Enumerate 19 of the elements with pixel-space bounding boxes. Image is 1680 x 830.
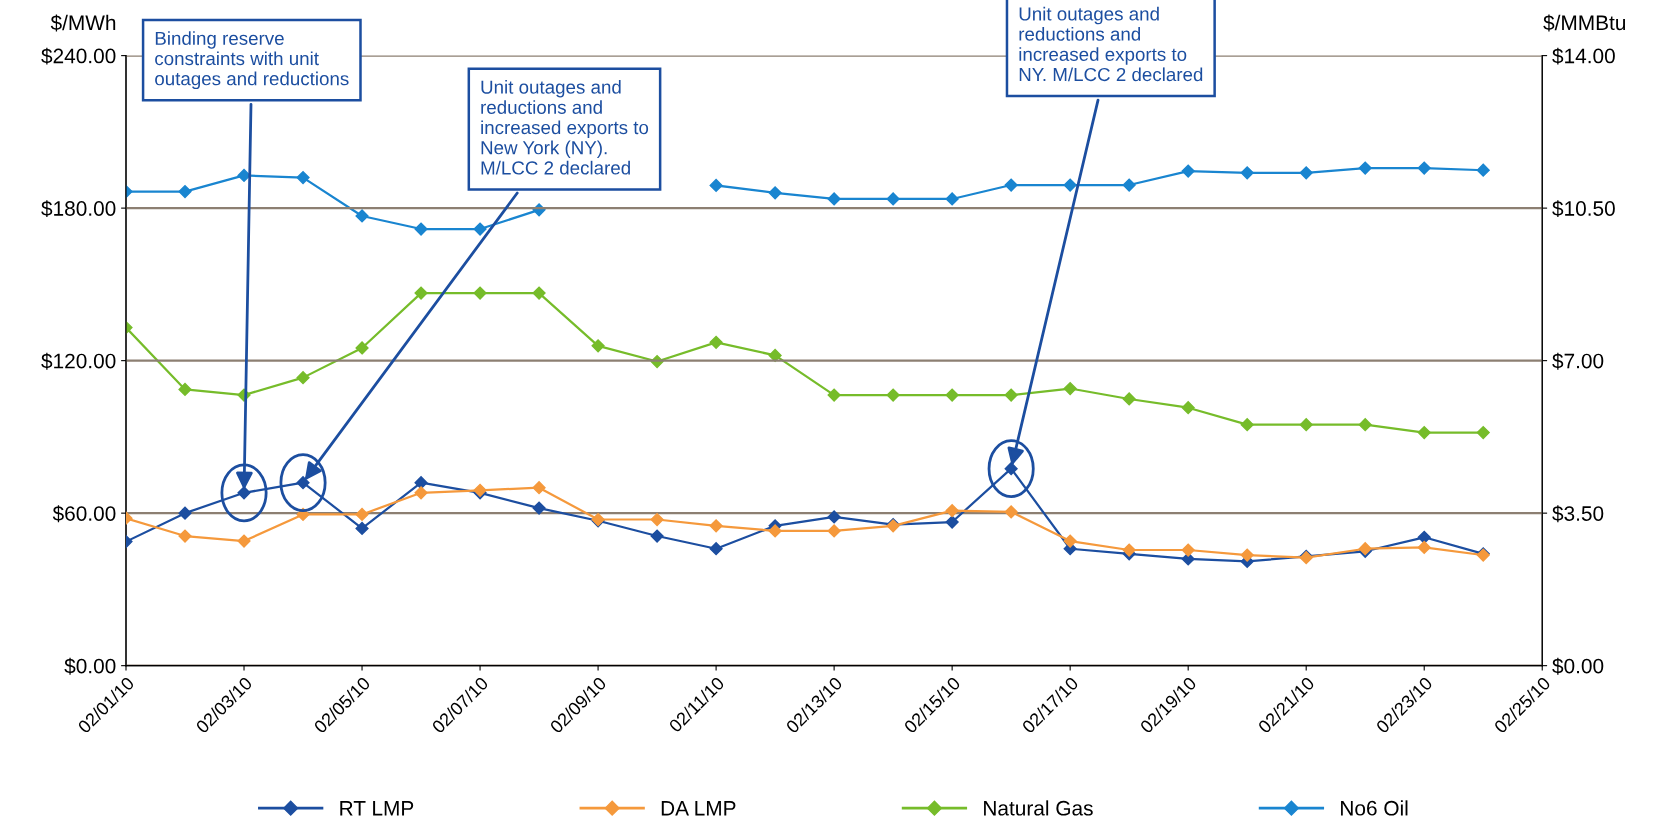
- y-tick-label: $120.00: [41, 352, 116, 370]
- legend-label: RT LMP: [340, 801, 414, 816]
- legend-label: Natural Gas: [984, 800, 1093, 816]
- annotation: Binding reserve constraints with unit outages and reductions: [155, 31, 349, 90]
- y-tick-label: $240.00: [41, 47, 116, 65]
- legend-label: No6 Oil: [1341, 800, 1408, 816]
- annotation: Unit outages and reductions and increased exports to NY. M/LCC 2 declared: [1019, 6, 1203, 82]
- y-tick-label: $180.00: [41, 200, 116, 218]
- legend-label: DA LMP: [661, 801, 736, 816]
- y2-tick-label: $0.00: [1552, 657, 1604, 675]
- y2-tick-label: $3.50: [1552, 505, 1604, 523]
- y-tick-label: $0.00: [64, 657, 116, 675]
- y-axis-title: $/MWh: [50, 14, 116, 32]
- y-tick-label: $60.00: [52, 505, 116, 523]
- y2-tick-label: $10.50: [1552, 200, 1615, 218]
- y2-tick-label: $14.00: [1552, 47, 1615, 65]
- y2-tick-label: $7.00: [1552, 352, 1604, 370]
- annotation: Unit outages and reductions and increased exports to New York (NY). M/LCC 2 declared: [481, 80, 649, 175]
- y2-axis-title: $/MMBtu: [1543, 14, 1626, 32]
